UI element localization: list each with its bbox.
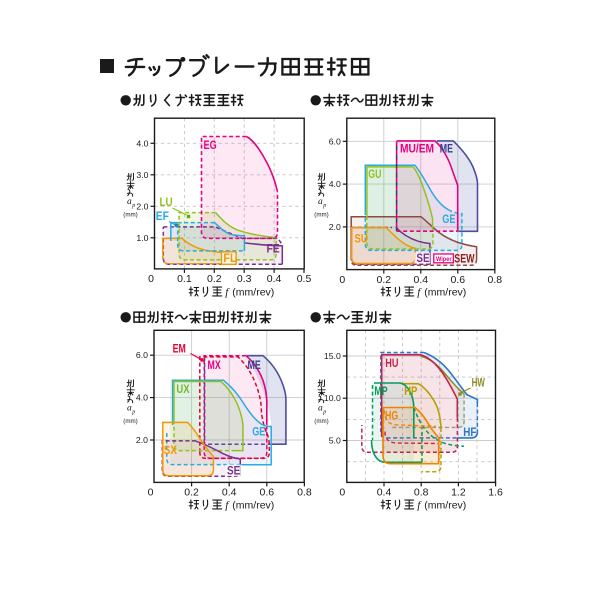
svg-text:p: p	[322, 410, 326, 416]
svg-text:a: a	[318, 404, 323, 414]
svg-text:Wiper: Wiper	[436, 256, 452, 263]
svg-text:15.0: 15.0	[324, 351, 341, 361]
svg-text:2.0: 2.0	[136, 201, 148, 211]
svg-text:0.6: 0.6	[450, 274, 465, 286]
svg-text:ME: ME	[248, 358, 261, 372]
svg-text:a: a	[127, 404, 132, 414]
svg-text:p: p	[131, 410, 135, 416]
svg-text:a: a	[318, 197, 323, 207]
svg-text:SEW: SEW	[454, 251, 475, 265]
svg-text:0.4: 0.4	[377, 487, 392, 499]
svg-text:GU: GU	[368, 167, 381, 181]
svg-text:f: f	[225, 500, 230, 512]
svg-text:0: 0	[339, 274, 345, 286]
svg-text:0.8: 0.8	[414, 487, 429, 499]
svg-text:EG: EG	[204, 138, 217, 152]
svg-text:FL: FL	[223, 253, 236, 265]
svg-text:EM: EM	[173, 342, 186, 356]
svg-text:0.8: 0.8	[487, 274, 502, 286]
svg-text:HU: HU	[385, 356, 398, 370]
svg-text:ME: ME	[440, 142, 453, 156]
svg-text:p: p	[131, 203, 135, 209]
svg-text:(mm): (mm)	[314, 212, 328, 219]
svg-text:0.8: 0.8	[297, 487, 312, 499]
svg-text:2.0: 2.0	[329, 222, 341, 232]
svg-text:(mm/rev): (mm/rev)	[232, 287, 274, 299]
svg-text:4.0: 4.0	[329, 179, 341, 189]
svg-text:6.0: 6.0	[136, 350, 148, 360]
svg-text:UX: UX	[176, 382, 189, 396]
svg-text:0.2: 0.2	[376, 274, 391, 286]
svg-text:0.4: 0.4	[267, 273, 282, 285]
svg-text:10.0: 10.0	[324, 393, 341, 403]
svg-text:f: f	[417, 287, 422, 299]
svg-text:a: a	[127, 197, 132, 207]
svg-text:(mm): (mm)	[123, 212, 137, 219]
svg-text:FE: FE	[267, 244, 280, 256]
svg-text:0.4: 0.4	[222, 487, 237, 499]
svg-text:0.5: 0.5	[297, 273, 312, 285]
svg-text:2.0: 2.0	[136, 435, 148, 445]
svg-text:(mm): (mm)	[123, 418, 137, 425]
svg-text:1.2: 1.2	[451, 487, 466, 499]
svg-text:SX: SX	[164, 443, 177, 457]
svg-text:f: f	[225, 287, 230, 299]
svg-text:0: 0	[148, 487, 154, 499]
svg-text:HP: HP	[404, 384, 417, 398]
svg-text:(mm/rev): (mm/rev)	[424, 500, 466, 512]
svg-text:EF: EF	[156, 211, 169, 223]
svg-text:1.6: 1.6	[488, 487, 503, 499]
svg-text:MX: MX	[208, 358, 221, 372]
svg-text:p: p	[322, 203, 326, 209]
svg-text:0.1: 0.1	[177, 273, 192, 285]
svg-text:0: 0	[148, 273, 154, 285]
svg-text:4.0: 4.0	[136, 138, 148, 148]
svg-text:LU: LU	[160, 197, 173, 209]
svg-text:GE: GE	[442, 212, 455, 226]
svg-text:0.2: 0.2	[207, 273, 222, 285]
svg-text:f: f	[417, 500, 422, 512]
svg-text:GE: GE	[252, 425, 265, 439]
svg-text:SU: SU	[355, 232, 368, 246]
svg-text:(mm): (mm)	[314, 418, 328, 425]
svg-text:4.0: 4.0	[136, 393, 148, 403]
svg-text:(mm/rev): (mm/rev)	[232, 500, 274, 512]
svg-text:0.4: 0.4	[413, 274, 428, 286]
svg-text:HG: HG	[385, 408, 398, 422]
svg-text:(mm/rev): (mm/rev)	[424, 287, 466, 299]
svg-text:1.0: 1.0	[136, 233, 148, 243]
svg-text:0.6: 0.6	[259, 487, 274, 499]
svg-text:HW: HW	[472, 375, 486, 389]
svg-text:MU/EM: MU/EM	[400, 142, 434, 156]
svg-text:HF: HF	[463, 425, 476, 439]
svg-text:6.0: 6.0	[329, 136, 341, 146]
svg-text:SE: SE	[416, 251, 429, 265]
svg-text:MP: MP	[374, 384, 387, 398]
svg-text:5.0: 5.0	[329, 436, 341, 446]
svg-text:0.2: 0.2	[184, 487, 199, 499]
svg-text:0: 0	[339, 487, 345, 499]
svg-text:SE: SE	[227, 463, 240, 477]
svg-text:3.0: 3.0	[136, 170, 148, 180]
svg-text:0.3: 0.3	[237, 273, 252, 285]
